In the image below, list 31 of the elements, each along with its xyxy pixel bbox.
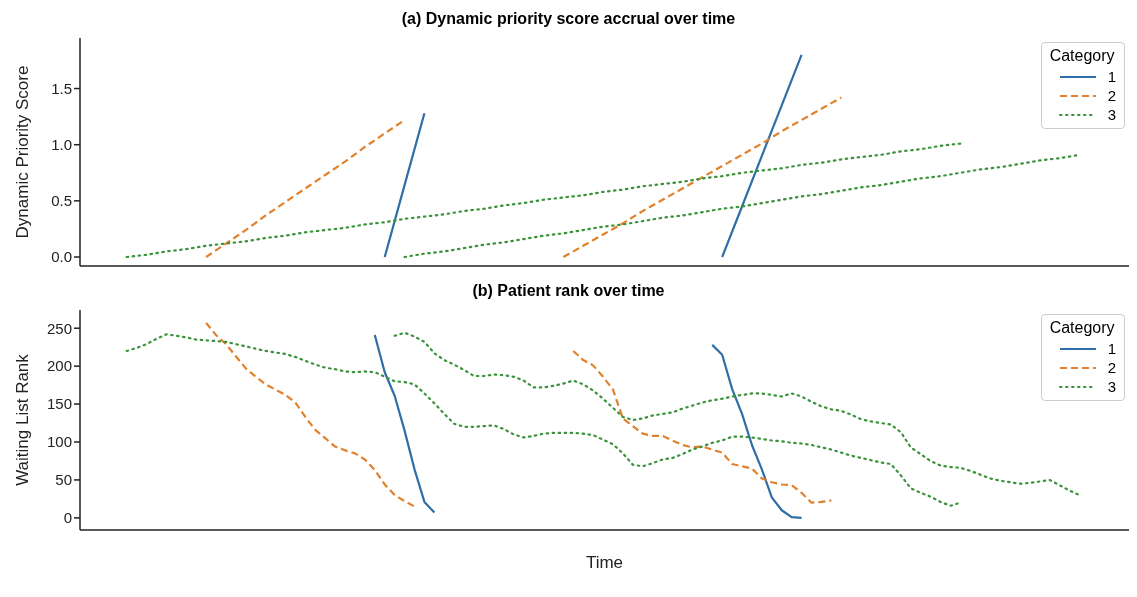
y-tick-label: 0.5	[51, 192, 72, 210]
y-tick-label: 200	[46, 357, 72, 375]
y-axis-title: Waiting List Rank	[13, 353, 33, 486]
y-tick-label: 250	[46, 319, 72, 337]
line-series	[711, 343, 803, 519]
legend-label: 2	[1107, 359, 1116, 376]
legend-label: 1	[1107, 68, 1116, 85]
legend-title: Category	[1049, 47, 1116, 65]
y-tick-label: 150	[46, 395, 72, 413]
x-axis-title: Time	[585, 553, 624, 572]
y-tick-label: 0	[63, 509, 72, 527]
legend-label: 1	[1107, 340, 1116, 357]
y-tick-label: 1.5	[51, 79, 72, 97]
y-tick-label: 100	[46, 433, 72, 451]
y-tick-label: 50	[55, 471, 72, 489]
legend-label: 3	[1107, 106, 1116, 123]
legend-label: 3	[1107, 378, 1116, 395]
legend-label: 2	[1107, 87, 1116, 104]
y-tick-label: 0.0	[51, 248, 72, 266]
line-series	[125, 142, 962, 259]
legend-title: Category	[1049, 319, 1116, 337]
line-series	[721, 53, 803, 259]
line-series	[373, 333, 436, 514]
chart-title: (a) Dynamic priority score accrual over time	[400, 9, 737, 29]
line-series	[125, 333, 962, 507]
line-series	[572, 349, 833, 504]
y-axis-title: Dynamic Priority Score	[13, 65, 33, 239]
line-series	[562, 96, 843, 259]
y-tick-label: 1.0	[51, 136, 72, 154]
chart-title: (b) Patient rank over time	[471, 281, 666, 301]
line-series	[204, 321, 416, 508]
